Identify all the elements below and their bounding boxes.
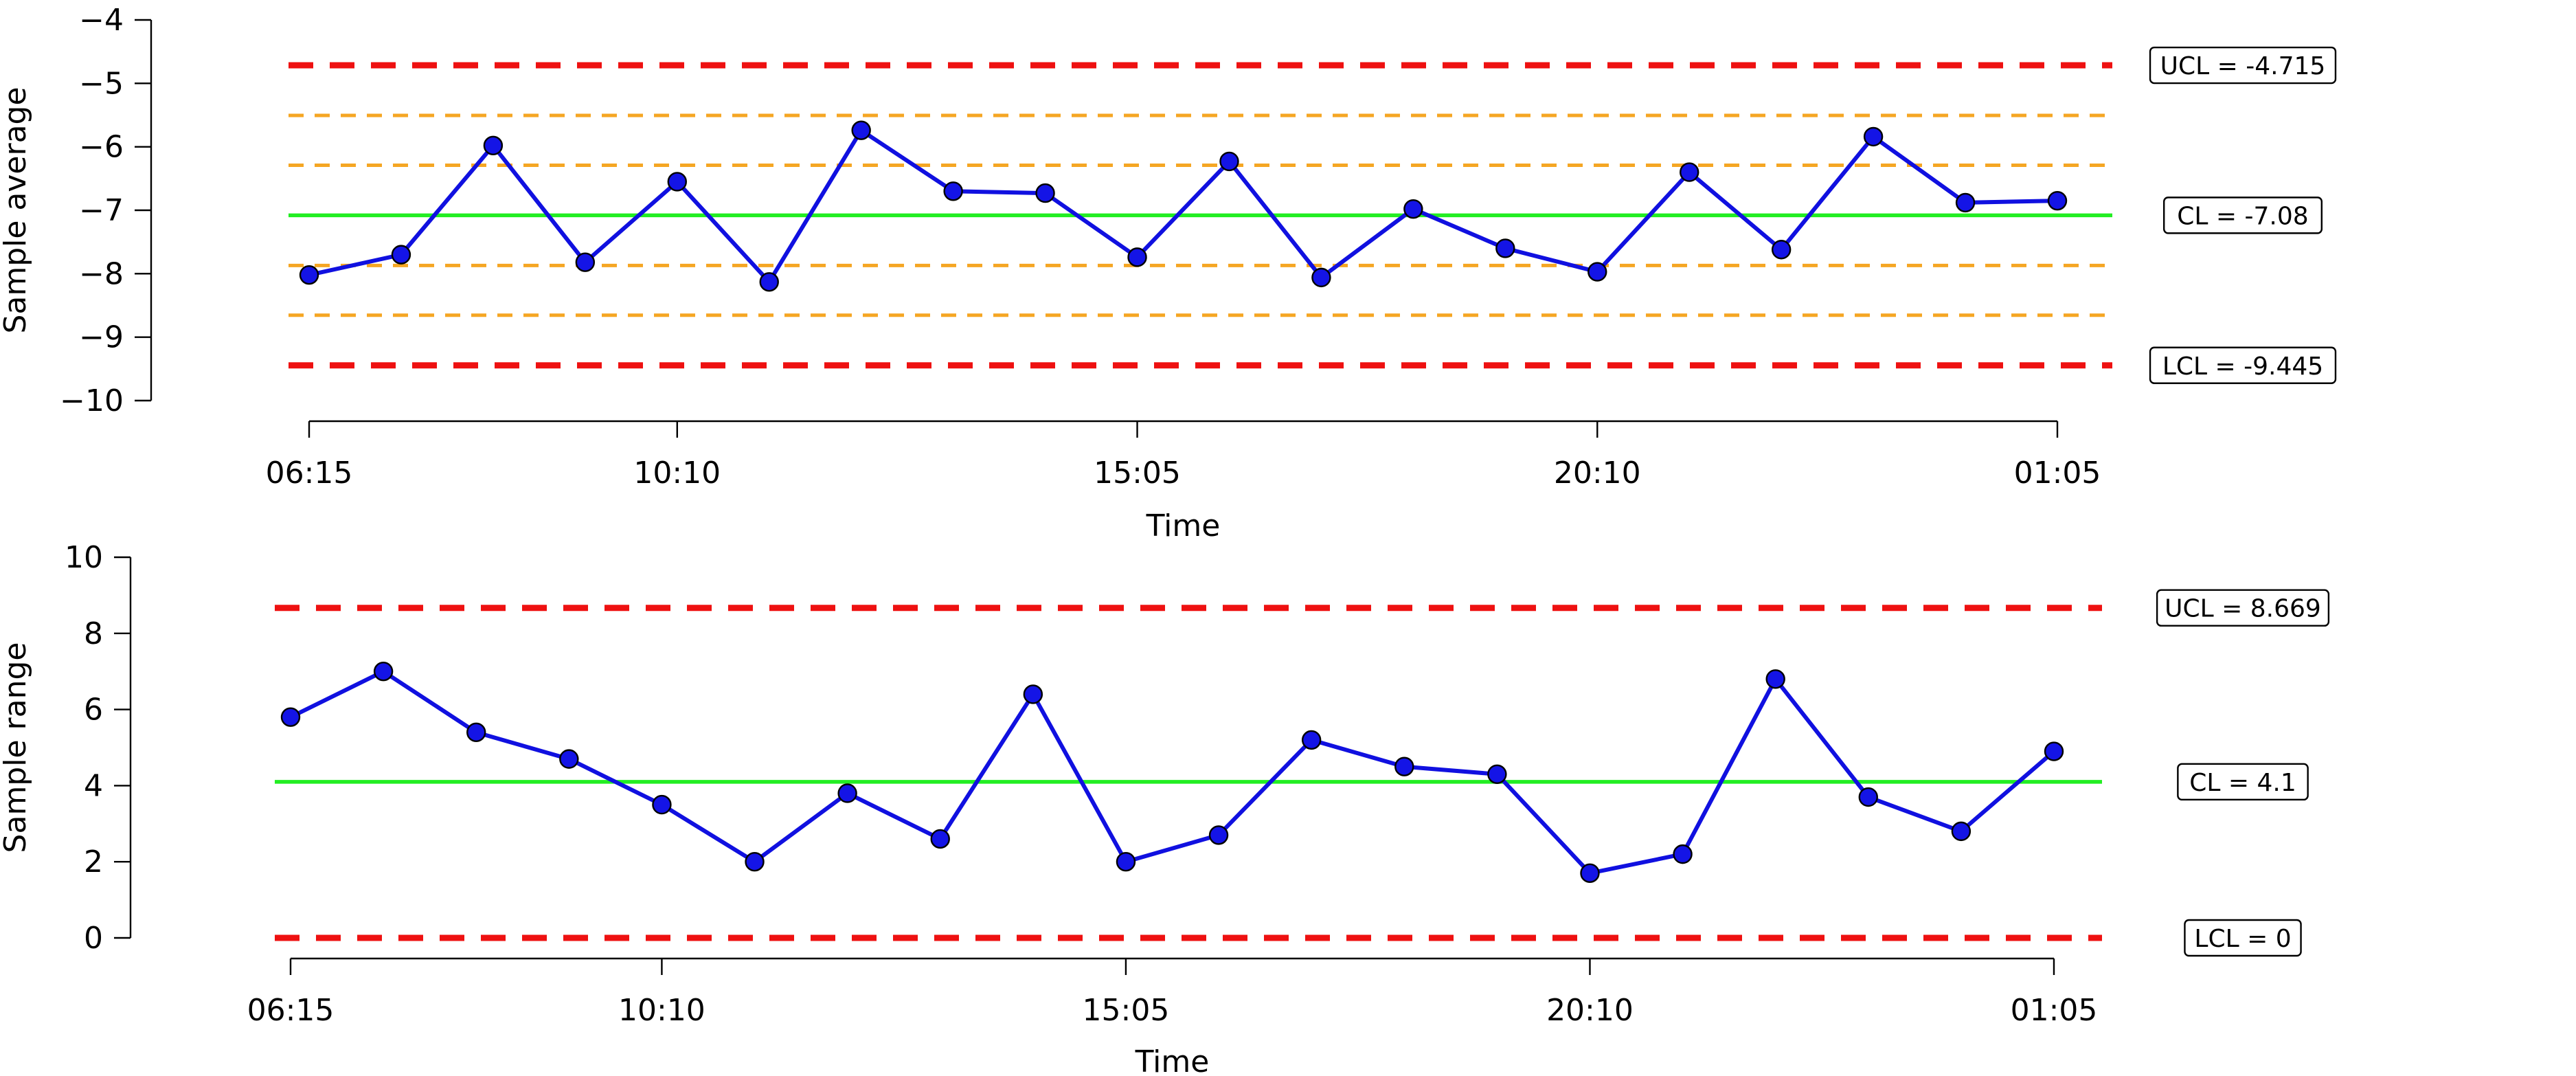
limit-label-text: UCL = -4.715	[2160, 52, 2326, 80]
x-tick-label: 20:10	[1554, 456, 1641, 491]
y-tick-label: −6	[79, 130, 124, 165]
x-tick-label: 06:15	[247, 993, 335, 1028]
series-line	[307, 128, 2059, 284]
data-point	[575, 252, 596, 272]
data-point	[299, 265, 319, 285]
data-point	[1035, 183, 1055, 203]
data-point	[1765, 669, 1785, 689]
y-axis-title: Sample average	[0, 87, 33, 333]
data-point	[280, 707, 301, 727]
data-point	[1588, 262, 1607, 282]
data-point	[1116, 851, 1136, 872]
data-point	[1219, 151, 1239, 172]
data-point	[652, 794, 672, 815]
data-point	[1771, 240, 1792, 260]
limit-label-text: CL = -7.08	[2177, 202, 2308, 230]
limit-label-frame	[2184, 919, 2302, 957]
data-point	[1487, 764, 1507, 784]
data-point	[466, 722, 486, 743]
y-tick-label: 0	[84, 921, 103, 956]
x-tick-label: 15:05	[1094, 456, 1181, 491]
data-point	[559, 749, 579, 769]
data-point	[1580, 863, 1600, 884]
data-point	[1311, 267, 1331, 288]
y-tick-label: 6	[84, 693, 103, 728]
data-point	[1951, 821, 1971, 842]
x-tick-label: 01:05	[2011, 993, 2098, 1028]
data-point	[1495, 238, 1515, 258]
limit-label-frame	[2149, 346, 2337, 384]
y-tick-label: −8	[79, 256, 124, 291]
data-point	[837, 783, 857, 803]
data-point	[1208, 825, 1229, 845]
data-point	[667, 172, 687, 192]
y-tick-label: −10	[60, 383, 124, 418]
data-point	[1680, 162, 1699, 182]
limit-label-frame	[2156, 589, 2330, 627]
data-point	[1403, 199, 1423, 219]
series-line	[289, 669, 2056, 875]
data-point	[759, 272, 779, 292]
data-point	[745, 851, 765, 872]
data-point	[373, 662, 394, 682]
x-axis-title: Time	[1146, 508, 1221, 543]
y-tick-label: 8	[84, 616, 103, 651]
xbar-chart-panel: UCL = -4.715 CL = -7.08 LCL = -9.445 −10 −9 −…	[0, 3, 2337, 543]
limit-label-text: UCL = 8.669	[2165, 595, 2321, 623]
y-tick-label: −5	[79, 66, 124, 101]
limit-label-frame	[2177, 763, 2309, 801]
y-tick-label: 2	[84, 844, 103, 879]
data-point	[930, 829, 950, 849]
limit-label-box: UCL = 8.669	[2156, 589, 2330, 627]
x-tick-label: 06:15	[266, 456, 353, 491]
limit-label-box: LCL = 0	[2184, 919, 2302, 957]
data-point	[1023, 684, 1043, 704]
data-point	[851, 120, 871, 140]
x-tick-label: 01:05	[2014, 456, 2101, 491]
y-tick-label: −9	[79, 320, 124, 355]
data-point	[1127, 247, 1147, 267]
y-tick-label: 4	[84, 768, 103, 803]
limit-label-text: CL = 4.1	[2189, 769, 2296, 797]
y-tick-label: −7	[79, 193, 124, 228]
limit-label-box: CL = -7.08	[2162, 197, 2323, 234]
y-axis-title: Sample range	[0, 642, 33, 853]
data-point	[1301, 730, 1322, 750]
x-axis-title: Time	[1135, 1044, 1210, 1073]
y-tick-label: −4	[79, 3, 124, 38]
limit-label-frame	[2149, 46, 2337, 85]
data-point	[2047, 190, 2068, 211]
limit-label-frame	[2162, 197, 2323, 234]
x-tick-label: 15:05	[1083, 993, 1170, 1028]
limit-label-text: LCL = 0	[2194, 925, 2291, 953]
data-point	[391, 245, 411, 265]
x-tick-label: 10:10	[618, 993, 705, 1028]
data-point	[943, 181, 963, 201]
limit-label-text: LCL = -9.445	[2162, 352, 2323, 381]
data-point	[1955, 192, 1976, 213]
data-point	[483, 135, 504, 156]
limit-label-box: CL = 4.1	[2177, 763, 2309, 801]
data-point	[1863, 126, 1884, 147]
data-point	[1858, 787, 1878, 807]
data-point	[2044, 741, 2064, 761]
data-point	[1394, 756, 1414, 776]
range-chart-panel: UCL = 8.669 CL = 4.1 LCL = 0 0 2 4 6 8 10 Sample …	[0, 540, 2330, 1076]
y-tick-label: 10	[65, 540, 103, 575]
limit-label-box: LCL = -9.445	[2149, 346, 2337, 384]
data-point	[1673, 844, 1693, 864]
x-tick-label: 20:10	[1546, 993, 1634, 1028]
limit-label-box: UCL = -4.715	[2149, 46, 2337, 85]
x-tick-label: 10:10	[633, 456, 721, 491]
